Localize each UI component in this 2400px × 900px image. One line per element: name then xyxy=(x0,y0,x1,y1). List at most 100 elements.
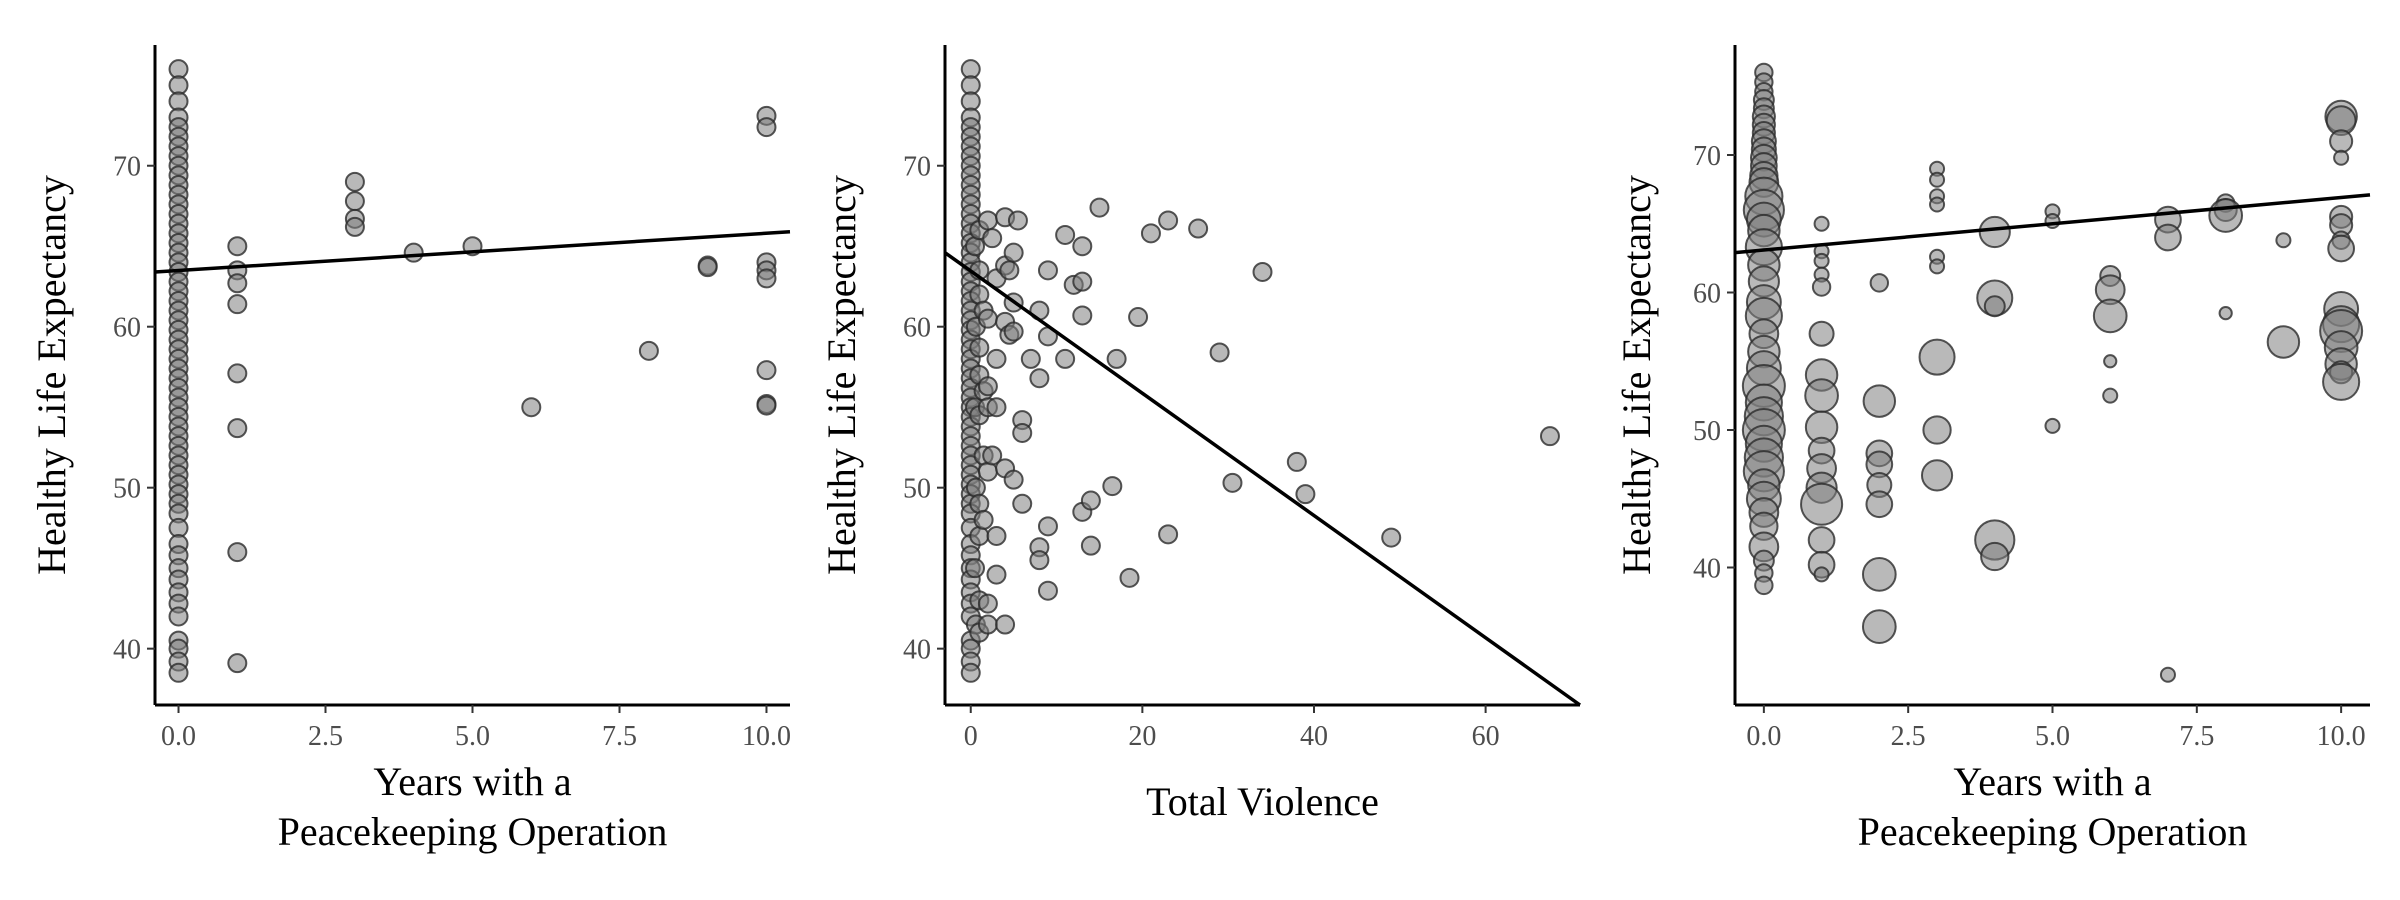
x-tick-label: 20 xyxy=(1128,721,1156,752)
x-axis-title: Years with a xyxy=(373,759,571,804)
data-point xyxy=(1055,348,1076,369)
data-point xyxy=(1020,348,1041,369)
data-point xyxy=(2275,232,2292,249)
fit-line xyxy=(154,229,791,274)
y-tick-label: 70 xyxy=(113,152,141,183)
y-axis-title: Healthy Life Expectancy xyxy=(1614,175,1659,575)
data-point xyxy=(986,397,1007,418)
data-point xyxy=(1539,426,1560,447)
data-point xyxy=(1918,338,1956,376)
data-point xyxy=(1929,171,1946,188)
data-point xyxy=(977,593,998,614)
data-point xyxy=(227,294,248,315)
data-point xyxy=(1188,218,1209,239)
data-point xyxy=(2208,198,2244,233)
data-point xyxy=(1754,575,1774,596)
fit-line xyxy=(943,251,1582,707)
y-tick-label: 40 xyxy=(113,635,141,666)
data-point xyxy=(1861,609,1897,644)
data-point xyxy=(521,397,542,418)
data-point xyxy=(1003,469,1024,490)
data-point xyxy=(1295,484,1316,505)
data-point xyxy=(1128,307,1149,328)
y-tick-label: 70 xyxy=(903,152,931,183)
data-point xyxy=(1029,368,1050,389)
data-point xyxy=(995,614,1016,635)
data-point xyxy=(227,363,248,384)
data-point xyxy=(1811,277,1832,297)
data-point xyxy=(977,614,998,635)
data-point xyxy=(227,273,248,294)
x-tick-label: 2.5 xyxy=(1891,721,1926,752)
y-tick-label: 50 xyxy=(903,474,931,505)
data-point xyxy=(756,360,777,381)
data-point xyxy=(1029,550,1050,571)
data-point xyxy=(1922,415,1952,445)
y-tick-label: 50 xyxy=(113,474,141,505)
data-point xyxy=(999,260,1020,281)
x-axis-title: Total Violence xyxy=(1146,779,1379,824)
data-point xyxy=(756,395,777,416)
data-point xyxy=(1080,535,1101,556)
x-tick-label: 5.0 xyxy=(455,721,490,752)
data-point xyxy=(960,662,981,683)
data-point xyxy=(969,493,990,514)
data-point xyxy=(2044,417,2061,434)
x-tick-label: 0.0 xyxy=(161,721,196,752)
data-point xyxy=(1252,261,1273,282)
data-point xyxy=(1102,476,1123,497)
data-point xyxy=(1140,223,1161,244)
data-point xyxy=(977,376,998,397)
data-point xyxy=(756,117,777,138)
data-point xyxy=(227,542,248,563)
data-point xyxy=(2092,298,2128,334)
y-tick-label: 50 xyxy=(1693,416,1721,447)
data-point xyxy=(965,236,986,257)
x-tick-label: 10.0 xyxy=(742,721,791,752)
data-point xyxy=(965,477,986,498)
data-point xyxy=(1861,557,1897,592)
data-point xyxy=(1222,472,1243,493)
x-tick-label: 7.5 xyxy=(602,721,637,752)
data-point xyxy=(1055,224,1076,245)
x-axis-title: Peacekeeping Operation xyxy=(1858,809,2248,854)
data-point xyxy=(403,242,424,263)
data-point xyxy=(986,348,1007,369)
x-tick-label: 10.0 xyxy=(2317,721,2366,752)
data-point xyxy=(1037,260,1058,281)
data-point xyxy=(1920,459,1954,492)
data-point xyxy=(1865,490,1894,519)
data-point xyxy=(227,653,248,674)
data-point xyxy=(1286,451,1307,472)
data-point xyxy=(1003,242,1024,263)
data-point xyxy=(1072,236,1093,257)
data-point xyxy=(2322,362,2361,401)
data-point xyxy=(977,308,998,329)
panel-1: 0.0 2.5 5.0 7.5 10.0 40 50 60 70 Years with a Peac… xyxy=(29,45,791,854)
data-point xyxy=(1983,295,2006,318)
data-point xyxy=(982,445,1003,466)
y-tick-label: 60 xyxy=(1693,279,1721,310)
y-tick-label: 60 xyxy=(903,313,931,344)
data-point xyxy=(973,509,994,530)
data-point xyxy=(1072,271,1093,292)
data-point xyxy=(1158,210,1179,231)
data-point xyxy=(1072,305,1093,326)
data-point xyxy=(1007,210,1028,231)
data-point xyxy=(344,191,365,212)
data-point xyxy=(697,257,718,278)
data-point xyxy=(1158,524,1179,545)
data-point xyxy=(1813,566,1830,583)
y-tick-label: 70 xyxy=(1693,141,1721,172)
panel-2: 0 20 40 60 40 50 60 70 Total Violence Healthy Lif… xyxy=(819,45,1582,824)
data-point xyxy=(1089,197,1110,218)
data-point xyxy=(1080,490,1101,511)
x-tick-label: 2.5 xyxy=(308,721,343,752)
data-point xyxy=(1807,526,1836,554)
data-point xyxy=(756,268,777,289)
data-point xyxy=(2103,354,2118,369)
data-point xyxy=(977,461,998,482)
data-point xyxy=(969,337,990,358)
x-tick-label: 5.0 xyxy=(2035,721,2070,752)
